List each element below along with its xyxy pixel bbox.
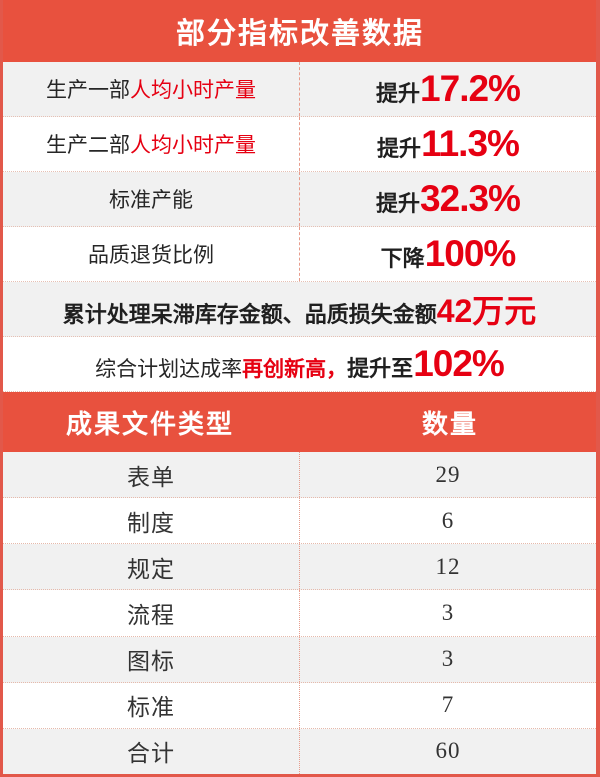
table-row: 规定 12 (3, 544, 596, 591)
metric-row-inventory: 累计处理呆滞库存金额、品质损失金额 42万元 (3, 282, 596, 337)
metric-row-plan-rate: 综合计划达成率 再创新高， 提升至 102% (3, 337, 596, 392)
metric-label-plain: 品质退货比例 (88, 244, 214, 267)
metric-value-prefix: 下降 (380, 246, 425, 271)
metric-value-number: 100% (424, 233, 517, 274)
metric-value-cell: 提升 17.2% (300, 68, 596, 110)
metric-row-returns: 品质退货比例 下降 100% (3, 227, 596, 282)
metric-row-prod1: 生产一部 人均小时产量 提升 17.2% (3, 62, 596, 117)
summary-value-number: 102% (413, 343, 505, 384)
metric-label-plain: 标准产能 (109, 189, 193, 212)
table-cell-type: 制度 (3, 498, 300, 544)
header-type-label: 成果文件类型 (65, 409, 234, 439)
table-cell-type: 标准 (3, 682, 300, 728)
metric-value-number: 17.2% (420, 68, 521, 109)
results-table-body: 表单 29 制度 6 规定 12 流程 3 图标 3 标准 7 合计 60 (3, 452, 596, 774)
file-type: 表单 (127, 464, 175, 490)
file-count: 6 (441, 507, 455, 533)
metric-label-cell: 生产二部 人均小时产量 (3, 117, 300, 171)
table-cell-type: 规定 (3, 544, 300, 590)
file-type: 合计 (127, 741, 175, 767)
header-cell-type: 成果文件类型 (3, 404, 300, 441)
file-count: 12 (435, 553, 461, 579)
metric-value-number: 11.3% (421, 123, 520, 164)
table-cell-count: 60 (300, 729, 596, 774)
table-row-total: 合计 60 (3, 728, 596, 774)
metric-row-prod2: 生产二部 人均小时产量 提升 11.3% (3, 117, 596, 172)
metric-label-plain: 生产二部 (46, 134, 130, 157)
table-cell-type: 表单 (3, 452, 300, 498)
metric-value-cell: 提升 32.3% (300, 178, 596, 220)
table-row: 表单 29 (3, 452, 596, 499)
table-cell-type: 图标 (3, 636, 300, 682)
metric-label-cell: 生产一部 人均小时产量 (3, 62, 300, 116)
metric-value-prefix: 提升 (376, 191, 421, 216)
file-count: 60 (435, 738, 461, 764)
summary-text-highlight: 再创新高， (242, 358, 348, 381)
file-count: 29 (435, 461, 461, 487)
summary-text-bold: 提升至 (347, 356, 414, 381)
file-type: 流程 (127, 602, 175, 628)
metric-label-cell: 标准产能 (3, 172, 300, 226)
poster-title: 部分指标改善数据 (175, 18, 424, 50)
metric-fullwidth-cell: 综合计划达成率 再创新高， 提升至 102% (3, 343, 596, 385)
file-count: 3 (441, 646, 455, 672)
metric-value-cell: 提升 11.3% (300, 123, 596, 165)
header-count-label: 数量 (421, 409, 478, 439)
table-cell-type: 流程 (3, 590, 300, 636)
table-row: 制度 6 (3, 498, 596, 545)
metric-label-cell: 品质退货比例 (3, 227, 300, 281)
table-cell-count: 3 (300, 637, 596, 682)
summary-text-plain: 综合计划达成率 (95, 358, 243, 381)
metric-label-plain: 生产一部 (46, 79, 130, 102)
header-cell-count: 数量 (300, 404, 596, 441)
metric-value-cell: 下降 100% (300, 233, 596, 275)
table-cell-count: 6 (300, 498, 596, 543)
table-row: 图标 3 (3, 636, 596, 683)
file-type: 标准 (127, 695, 175, 721)
metric-row-capacity: 标准产能 提升 32.3% (3, 172, 596, 227)
results-table-header: 成果文件类型 数量 (3, 392, 596, 452)
metric-label-highlight: 人均小时产量 (130, 134, 256, 157)
metric-label-highlight: 人均小时产量 (130, 79, 256, 102)
table-row: 标准 7 (3, 682, 596, 729)
table-cell-count: 12 (300, 544, 596, 589)
poster-header: 部分指标改善数据 (3, 0, 596, 62)
metric-value-prefix: 提升 (377, 136, 422, 161)
file-count: 3 (441, 599, 455, 625)
metric-fullwidth-cell: 累计处理呆滞库存金额、品质损失金额 42万元 (3, 286, 596, 332)
file-type: 图标 (127, 649, 175, 675)
summary-value: 42万元 (436, 293, 537, 329)
summary-text: 累计处理呆滞库存金额、品质损失金额 (62, 302, 437, 327)
table-row: 流程 3 (3, 590, 596, 637)
metric-value-number: 32.3% (420, 178, 521, 219)
file-count: 7 (441, 692, 455, 718)
table-cell-type: 合计 (3, 728, 300, 774)
table-cell-count: 3 (300, 590, 596, 635)
table-cell-count: 7 (300, 683, 596, 728)
file-type: 规定 (127, 556, 175, 582)
file-type: 制度 (127, 510, 175, 536)
metric-value-prefix: 提升 (376, 81, 421, 106)
table-cell-count: 29 (300, 452, 596, 497)
